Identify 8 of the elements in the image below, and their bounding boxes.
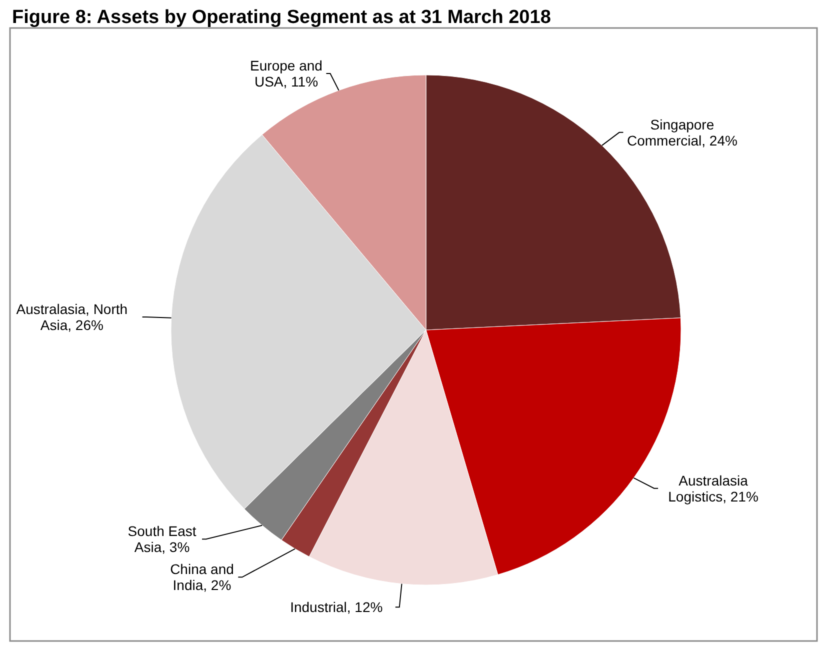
slice-label: Europe and USA, 11% — [250, 57, 322, 90]
slice-label: South East Asia, 3% — [128, 523, 196, 556]
chart-title: Figure 8: Assets by Operating Segment as at 31 March 2018 — [12, 7, 551, 28]
slice-label: Industrial, 12% — [290, 599, 383, 616]
slice-label: China and India, 2% — [170, 561, 234, 594]
slice-label: Singapore Commercial, 24% — [626, 116, 738, 148]
slice-label: Australasia, North Asia, 26% — [16, 301, 128, 334]
slice-label: Australasia Logistics, 21% — [668, 472, 758, 504]
